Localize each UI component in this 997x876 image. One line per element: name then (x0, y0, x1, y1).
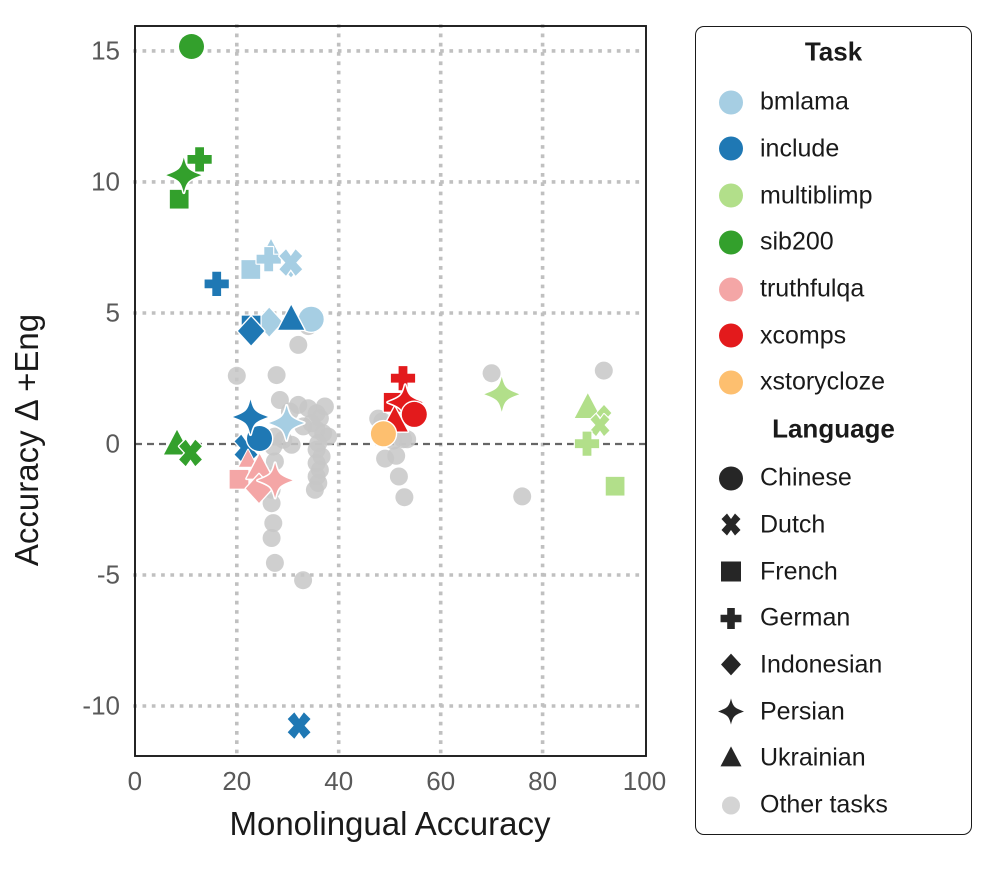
svg-text:10: 10 (91, 167, 120, 197)
svg-text:20: 20 (222, 766, 251, 796)
svg-text:0: 0 (128, 766, 142, 796)
svg-text:15: 15 (91, 36, 120, 66)
svg-text:5: 5 (106, 298, 120, 328)
svg-text:80: 80 (528, 766, 557, 796)
svg-text:Monolingual Accuracy: Monolingual Accuracy (229, 805, 551, 842)
svg-text:0: 0 (106, 429, 120, 459)
svg-text:-5: -5 (97, 560, 120, 590)
svg-text:-10: -10 (82, 691, 120, 721)
svg-text:Accuracy Δ +Eng: Accuracy Δ +Eng (8, 314, 45, 566)
svg-text:40: 40 (324, 766, 353, 796)
svg-text:60: 60 (426, 766, 455, 796)
svg-text:100: 100 (623, 766, 666, 796)
